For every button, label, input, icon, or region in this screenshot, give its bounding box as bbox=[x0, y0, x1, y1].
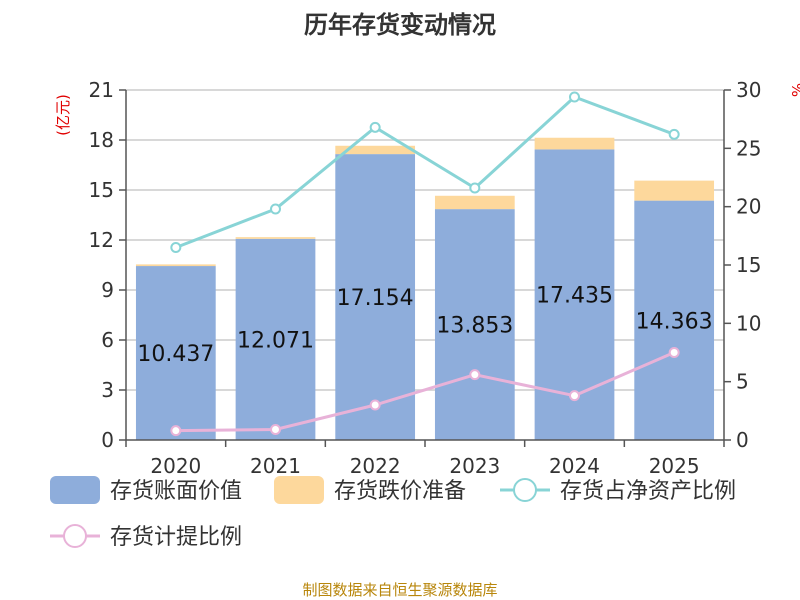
bar-value-label: 17.435 bbox=[536, 284, 613, 309]
point-provision-ratio bbox=[668, 347, 680, 358]
bar-impairment bbox=[135, 264, 216, 267]
line-provision-ratio bbox=[175, 351, 675, 433]
point-provision-ratio bbox=[369, 399, 381, 411]
right-axis-unit: % bbox=[789, 83, 800, 97]
legend-label: 存货跌价准备 bbox=[334, 479, 466, 504]
line-series bbox=[170, 91, 680, 437]
left-tick-label: 21 bbox=[89, 78, 114, 102]
point-provision-ratio bbox=[170, 425, 182, 437]
left-tick-label: 0 bbox=[101, 428, 114, 452]
point-inventory-to-net-assets bbox=[170, 242, 182, 253]
point-provision-ratio bbox=[270, 424, 281, 435]
legend-swatch bbox=[50, 476, 100, 504]
point-provision-ratio bbox=[569, 390, 580, 402]
bar-series bbox=[135, 137, 715, 440]
category-label: 2020 bbox=[150, 454, 201, 478]
left-tick-label: 6 bbox=[101, 328, 114, 352]
point-inventory-to-net-assets bbox=[469, 182, 481, 194]
right-tick-label: 5 bbox=[736, 370, 749, 394]
legend-marker bbox=[513, 478, 537, 502]
bar-book-value bbox=[235, 238, 316, 440]
axes: 036912151821051015202530%202020212022202… bbox=[89, 78, 800, 478]
legend-marker bbox=[63, 524, 87, 548]
category-label: 2023 bbox=[449, 454, 500, 478]
bar-book-value bbox=[135, 266, 216, 440]
left-tick-label: 15 bbox=[89, 178, 114, 202]
legend-label: 存货计提比例 bbox=[110, 525, 242, 550]
bar-impairment bbox=[335, 145, 416, 155]
category-label: 2022 bbox=[350, 454, 401, 478]
bar-value-label: 17.154 bbox=[337, 286, 414, 311]
grid bbox=[126, 89, 724, 391]
right-tick-label: 0 bbox=[736, 428, 749, 452]
right-tick-label: 20 bbox=[736, 195, 761, 219]
legend-label: 存货账面价值 bbox=[110, 479, 242, 504]
point-inventory-to-net-assets bbox=[569, 91, 580, 103]
category-label: 2024 bbox=[549, 454, 600, 478]
bar-book-value bbox=[434, 209, 515, 440]
left-tick-label: 9 bbox=[101, 278, 114, 302]
bar-value-label: 12.071 bbox=[237, 328, 314, 353]
left-tick-label: 12 bbox=[89, 228, 114, 252]
category-label: 2025 bbox=[649, 454, 700, 478]
bar-value-label: 13.853 bbox=[436, 314, 513, 339]
right-tick-label: 25 bbox=[736, 136, 761, 160]
bar-book-value bbox=[335, 154, 416, 440]
point-provision-ratio bbox=[469, 369, 481, 381]
point-inventory-to-net-assets bbox=[369, 121, 381, 133]
category-label: 2021 bbox=[250, 454, 301, 478]
point-inventory-to-net-assets bbox=[270, 203, 281, 215]
bar-value-label: 14.363 bbox=[636, 309, 713, 334]
bar-value-label: 10.437 bbox=[137, 342, 214, 367]
right-tick-label: 15 bbox=[736, 253, 761, 277]
bar-impairment bbox=[634, 180, 715, 201]
chart-title: 历年存货变动情况 bbox=[304, 11, 496, 39]
left-tick-label: 18 bbox=[89, 128, 114, 152]
bar-book-value bbox=[634, 200, 715, 440]
left-tick-label: 3 bbox=[101, 378, 114, 402]
data-labels: 10.437 12.071 17.154 13.853 17.435 14.363 bbox=[137, 284, 712, 367]
bar-impairment bbox=[534, 137, 615, 150]
point-inventory-to-net-assets bbox=[668, 128, 680, 140]
legend-swatch bbox=[274, 476, 324, 504]
left-axis-unit: (亿元) bbox=[54, 94, 72, 136]
legend-label: 存货占净资产比例 bbox=[560, 479, 736, 504]
line-inventory-to-net-assets bbox=[175, 95, 675, 249]
right-tick-label: 10 bbox=[736, 311, 761, 335]
bar-impairment bbox=[235, 237, 316, 239]
bar-impairment bbox=[434, 195, 515, 210]
right-tick-label: 30 bbox=[736, 78, 761, 102]
source-note: 制图数据来自恒生聚源数据库 bbox=[302, 581, 497, 599]
